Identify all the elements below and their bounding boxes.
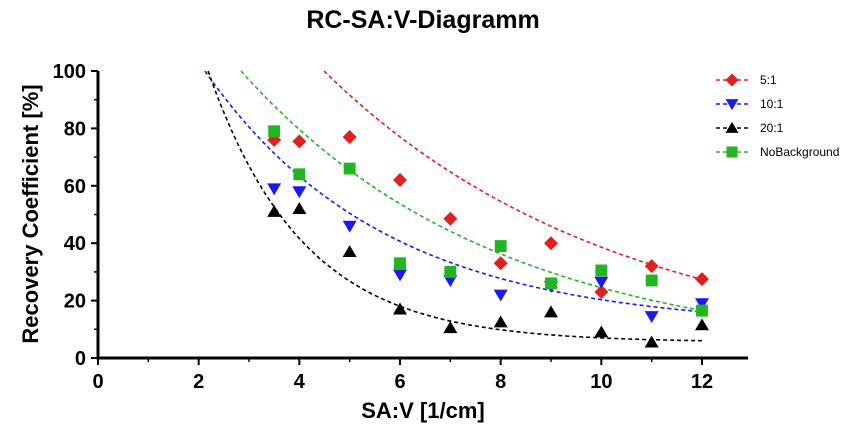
data-point: [293, 168, 306, 181]
data-point: [267, 204, 282, 217]
legend-marker: [725, 99, 739, 111]
x-tick-label: 2: [193, 371, 204, 393]
data-point: [443, 275, 458, 288]
axes: 0 2 4 6 8 10 12 0 20 40 60 80 100: [53, 61, 748, 393]
x-tick-label: 12: [691, 371, 713, 393]
y-tick-label: 60: [64, 176, 86, 198]
legend-label: NoBackground: [760, 145, 839, 159]
fit-curve: [240, 70, 703, 312]
data-point: [292, 134, 307, 149]
data-point: [644, 335, 659, 348]
data-point: [695, 298, 709, 311]
data-point: [645, 274, 658, 287]
x-tick-label: 10: [590, 371, 612, 393]
data-point: [342, 245, 357, 258]
data-point: [443, 211, 458, 226]
data-point: [544, 236, 558, 251]
data-point: [695, 318, 709, 331]
data-point: [343, 162, 356, 175]
y-tick-label: 100: [53, 61, 86, 83]
data-point: [493, 289, 508, 302]
y-tick-label: 20: [64, 291, 86, 313]
data-point: [544, 305, 558, 318]
data-point: [696, 304, 708, 317]
data-point: [342, 220, 357, 233]
fit-curve: [207, 70, 702, 342]
data-point: [594, 276, 609, 289]
y-tick-label: 40: [64, 233, 86, 255]
legend-marker: [726, 146, 738, 158]
data-point: [393, 269, 407, 282]
data-point: [443, 321, 458, 334]
fit-curve: [323, 70, 703, 281]
y-tick-label: 0: [75, 348, 86, 370]
data-point: [493, 315, 508, 328]
x-tick-label: 4: [294, 371, 306, 393]
data-point: [594, 284, 609, 299]
legend-label: 10:1: [760, 97, 784, 111]
data-point: [292, 186, 307, 199]
data-point: [595, 264, 608, 277]
legend-marker: [725, 73, 739, 87]
data-point: [267, 183, 282, 196]
data-point: [393, 173, 407, 188]
data-point: [292, 202, 307, 215]
data-point: [342, 130, 357, 145]
data-point: [493, 256, 508, 271]
data-markers: [267, 125, 709, 348]
chart-title: RC-SA:V-Diagramm: [306, 6, 539, 34]
data-point: [393, 302, 407, 315]
x-tick-label: 8: [495, 371, 506, 393]
fit-curve: [204, 70, 703, 313]
legend-marker: [725, 121, 739, 133]
data-point: [545, 277, 557, 290]
data-point: [594, 325, 609, 338]
x-axis-title: SA:V [1/cm]: [361, 398, 484, 423]
legend: 5:1 10:1 20:1 NoBackground: [716, 73, 839, 159]
data-point: [644, 259, 659, 274]
legend-label: 20:1: [760, 121, 784, 135]
data-point: [695, 272, 709, 287]
data-point: [394, 257, 406, 270]
x-tick-label: 0: [92, 371, 103, 393]
data-point: [494, 240, 507, 253]
y-tick-label: 80: [64, 118, 86, 140]
data-point: [644, 311, 659, 324]
data-point: [268, 125, 281, 138]
legend-label: 5:1: [760, 73, 777, 87]
y-axis-title: Recovery Coefficient [%]: [18, 84, 43, 343]
fit-lines: [204, 70, 703, 342]
data-point: [444, 265, 457, 278]
x-tick-label: 6: [394, 371, 405, 393]
